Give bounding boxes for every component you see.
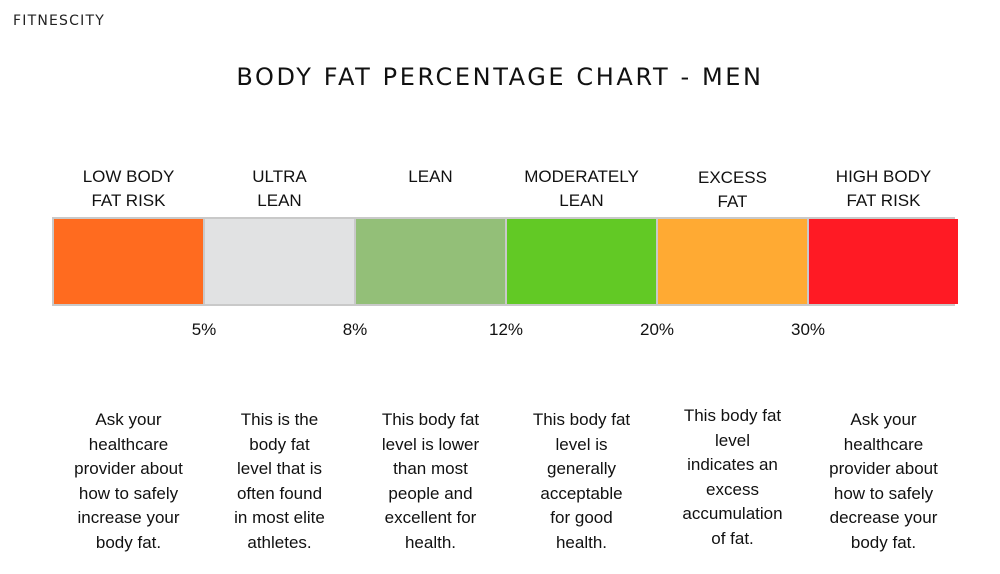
bar-segment [54, 219, 203, 304]
bar-segment [507, 219, 656, 304]
category-description: Ask your healthcare provider about how to s… [809, 408, 959, 555]
category-label: LOW BODY FAT RISK [54, 165, 204, 213]
category-label: EXCESS FAT [658, 166, 808, 214]
body-fat-bar [52, 217, 958, 306]
description-line: people and [388, 483, 473, 503]
category-label-line: LEAN [559, 191, 604, 210]
description-line: accumulation [682, 504, 783, 523]
description-line: how to safely [78, 483, 179, 503]
description-line: This body fat [683, 406, 782, 425]
description-line: healthcare [88, 434, 169, 454]
category-description: This body fat level is lower than most peop… [356, 408, 506, 555]
bar-segment [809, 219, 958, 304]
description-line: This body fat [381, 410, 480, 429]
description-line: body fat. [95, 532, 162, 552]
category-label-line: HIGH BODY [835, 167, 932, 186]
description-line: healthcare [843, 434, 924, 454]
description-line: provider about [829, 459, 938, 478]
category-label-line: EXCESS [698, 168, 767, 187]
description-line: generally [547, 459, 616, 478]
description-line: level [715, 430, 750, 450]
category-label: MODERATELY LEAN [507, 165, 657, 213]
description-line: in most elite [234, 508, 325, 527]
bar-segment [356, 219, 505, 304]
threshold-tick-label: 12% [488, 320, 524, 339]
category-description: Ask your healthcare provider about how to s… [54, 408, 204, 555]
threshold-tick-label: 8% [342, 320, 368, 339]
category-label-line: FAT RISK [91, 191, 166, 210]
description-line: Ask your [95, 410, 162, 429]
description-line: health. [555, 532, 608, 552]
description-line: excess [706, 479, 759, 499]
description-line: than most [393, 459, 468, 478]
category-label: LEAN [356, 165, 506, 189]
category-label-line: MODERATELY [524, 167, 639, 186]
description-line: how to safely [833, 483, 934, 503]
bar-segment [205, 219, 354, 304]
category-label-line: LEAN [257, 191, 302, 210]
category-description: This body fat level is generally acceptable… [507, 408, 657, 555]
category-label-line: FAT [717, 192, 748, 211]
description-line: of fat. [711, 528, 754, 548]
description-line: health. [404, 532, 457, 552]
description-line: acceptable [540, 483, 623, 503]
chart-title: BODY FAT PERCENTAGE CHART - MEN [236, 63, 764, 91]
description-line: level is [555, 434, 608, 454]
category-label: HIGH BODY FAT RISK [809, 165, 959, 213]
category-description: This body fat level indicates an excess accu… [658, 404, 808, 551]
description-line: body fat [249, 434, 310, 454]
description-line: This body fat [532, 410, 631, 429]
description-line: body fat. [850, 532, 917, 552]
description-line: level that is [236, 459, 323, 478]
description-line: level is lower [381, 434, 480, 454]
category-description: This is the body fat level that is often fo… [205, 408, 355, 555]
description-line: Ask your [850, 410, 917, 429]
bar-segment [658, 219, 807, 304]
description-line: decrease your [829, 508, 938, 527]
description-line: This is the [240, 410, 319, 429]
description-line: for good [550, 508, 613, 527]
description-line: indicates an [687, 455, 778, 474]
description-line: provider about [74, 459, 183, 478]
threshold-tick-label: 30% [790, 320, 826, 339]
category-label-line: LOW BODY [82, 167, 175, 186]
category-label: ULTRA LEAN [205, 165, 355, 213]
category-label-line: ULTRA [252, 167, 307, 186]
threshold-tick-label: 20% [639, 320, 675, 339]
description-line: excellent for [384, 508, 477, 527]
description-line: often found [236, 483, 323, 503]
threshold-tick-label: 5% [191, 320, 217, 339]
description-line: athletes. [247, 532, 312, 552]
category-label-line: LEAN [408, 167, 453, 186]
description-line: increase your [77, 508, 180, 527]
category-label-line: FAT RISK [846, 191, 921, 210]
brand-logo-text: FITNESCITY [13, 13, 105, 29]
